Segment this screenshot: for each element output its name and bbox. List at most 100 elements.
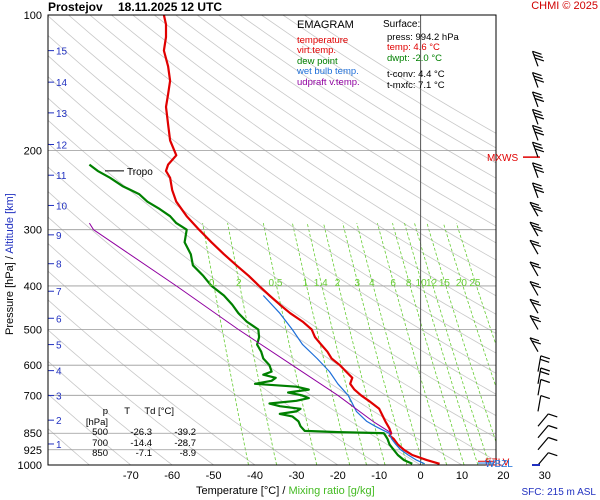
- mixing-ratio-label: 4: [369, 278, 375, 289]
- chart-gridlines: [48, 15, 496, 465]
- pressure-tick-label: 500: [24, 325, 42, 337]
- mixing-ratio-line: [426, 222, 496, 443]
- y-axis-label-separator: /: [4, 256, 16, 260]
- dry-adiabat-line: [154, 15, 496, 244]
- legend-item-wet-bulb: wet bulb temp.: [297, 66, 359, 77]
- mixing-ratio-label: 20: [456, 278, 468, 289]
- mixing-ratio-label: 0.: [209, 278, 217, 289]
- temperature-tick-label: -50: [206, 470, 222, 482]
- dry-adiabat-line: [48, 55, 496, 374]
- level-table-header-t: T: [124, 406, 130, 417]
- dry-adiabat-line: [196, 15, 496, 211]
- altitude-tick-label: 8: [56, 260, 62, 271]
- pressure-tick-label: 600: [24, 360, 42, 372]
- dry-adiabat-line: [48, 76, 496, 395]
- mixing-ratio-line: [227, 223, 277, 465]
- mixing-ratio-line: [202, 223, 249, 465]
- altitude-tick-label: 12: [56, 141, 68, 152]
- x-axis-label-mixing-ratio: Mixing ratio [g/kg]: [288, 485, 375, 497]
- mixing-ratio-line: [443, 222, 496, 389]
- mixing-ratio-line: [456, 222, 496, 347]
- wind-barb: [529, 201, 543, 217]
- dry-adiabat-line: [48, 270, 297, 465]
- temperature-tick-label: -30: [288, 470, 304, 482]
- mixing-ratio-label: 1.4: [314, 278, 328, 289]
- dry-adiabat-line: [68, 15, 496, 315]
- pressure-tick-label: 925: [24, 445, 42, 457]
- altitude-tick-label: 4: [56, 367, 62, 378]
- legend-item-virtual-temperature: virt.temp.: [297, 45, 337, 56]
- chart-series: [88, 15, 440, 465]
- pressure-tick-label: 850: [24, 428, 42, 440]
- legend-item-dew-point: dew point: [297, 55, 338, 67]
- altitude-tick-label: 7: [56, 287, 62, 298]
- temperature-tick-label: -10: [371, 470, 387, 482]
- dry-adiabat-line: [48, 97, 496, 417]
- level-td: -8.9: [179, 448, 196, 459]
- pressure-tick-label: 400: [24, 281, 42, 293]
- series-line-wet-bulb-temp: [262, 295, 425, 465]
- wind-barb: [531, 50, 545, 67]
- wind-barb: [537, 424, 558, 439]
- y-axis-label: Pressure [hPa] / Altitude [km]: [4, 193, 16, 335]
- mixing-ratio-label: 10: [416, 278, 428, 289]
- surface-temperature: temp: 4.6 °C: [387, 42, 440, 53]
- mixing-ratio-label: 6: [390, 278, 396, 289]
- wind-barb: [529, 298, 541, 314]
- dry-adiabat-line: [48, 15, 496, 334]
- surface-info: Surface: press: 994.2 hPa temp: 4.6 °C d…: [383, 19, 459, 91]
- altitude-tick-label: 9: [56, 231, 62, 242]
- mixing-ratio-label: 1: [303, 278, 309, 289]
- surface-elevation-note: SFC: 215 m ASL: [521, 487, 596, 498]
- mixing-ratio-line: [356, 223, 424, 465]
- legend-item-updraft: udpraft v.temp.: [297, 76, 360, 88]
- level-t: -14.4: [130, 437, 152, 449]
- chart-labels: 0. 2 0.5 1 1.4 2 3 4 6 8 10 12 15 20 25100200300400500…: [18, 10, 551, 482]
- brand-copyright: CHMI © 2025: [531, 0, 598, 12]
- level-table-header: p [hPa] T Td [°C]: [78, 406, 196, 428]
- wind-barb: [531, 182, 545, 199]
- y-axis-label-pressure: Pressure [hPa]: [4, 262, 16, 335]
- level-table-row: 850 -7.1 -8.9: [78, 448, 196, 460]
- wind-barb: [531, 72, 545, 88]
- wind-barb: [537, 378, 550, 396]
- altitude-tick-label: 1: [56, 440, 62, 451]
- legend-item-temperature: temperature: [297, 34, 349, 46]
- level-label: WBZL: [485, 459, 513, 470]
- altitude-tick-label: 11: [56, 171, 67, 182]
- wind-barb: [529, 281, 541, 296]
- level-table-header-p: p [hPa]: [85, 406, 108, 428]
- mixing-ratio-line: [342, 223, 408, 465]
- tropopause-label: Tropo: [127, 167, 153, 178]
- dry-adiabat-line: [111, 15, 496, 279]
- temperature-tick-label: 10: [456, 470, 468, 482]
- altitude-tick-label: 14: [56, 78, 68, 89]
- mixing-ratio-line: [377, 222, 448, 465]
- wind-barb: [537, 452, 558, 466]
- mixing-ratio-label: 8: [406, 278, 412, 289]
- surface-tmxfc: t-mxfc: 7.1 °C: [387, 79, 445, 91]
- mixing-ratio-label: 3: [355, 278, 361, 289]
- wind-barb: [537, 436, 558, 451]
- dry-adiabat-line: [89, 15, 496, 297]
- pressure-tick-label: 300: [24, 225, 42, 237]
- altitude-tick-label: 10: [56, 201, 68, 212]
- level-p: 500: [92, 427, 108, 438]
- temperature-tick-label: -60: [164, 470, 180, 482]
- dry-adiabat-line: [132, 15, 496, 261]
- x-axis-label-temperature: Temperature [°C]: [196, 485, 280, 497]
- surface-title: Surface:: [383, 19, 421, 30]
- level-t: -26.3: [130, 427, 152, 438]
- altitude-tick-label: 13: [56, 109, 68, 120]
- mixing-ratio-label: 0.5: [269, 278, 283, 289]
- pressure-tick-label: 200: [24, 145, 42, 157]
- wind-barb: [531, 91, 545, 108]
- series-line-temperature: [162, 15, 440, 465]
- temperature-tick-label: 30: [539, 470, 551, 482]
- temperature-tick-label: -40: [247, 470, 263, 482]
- level-p: 850: [92, 448, 108, 459]
- sounding-datetime: 18.11.2025 12 UTC: [118, 0, 223, 14]
- mixing-ratio-label: 12: [426, 278, 438, 289]
- y-axis-label-altitude: Altitude [km]: [4, 193, 16, 254]
